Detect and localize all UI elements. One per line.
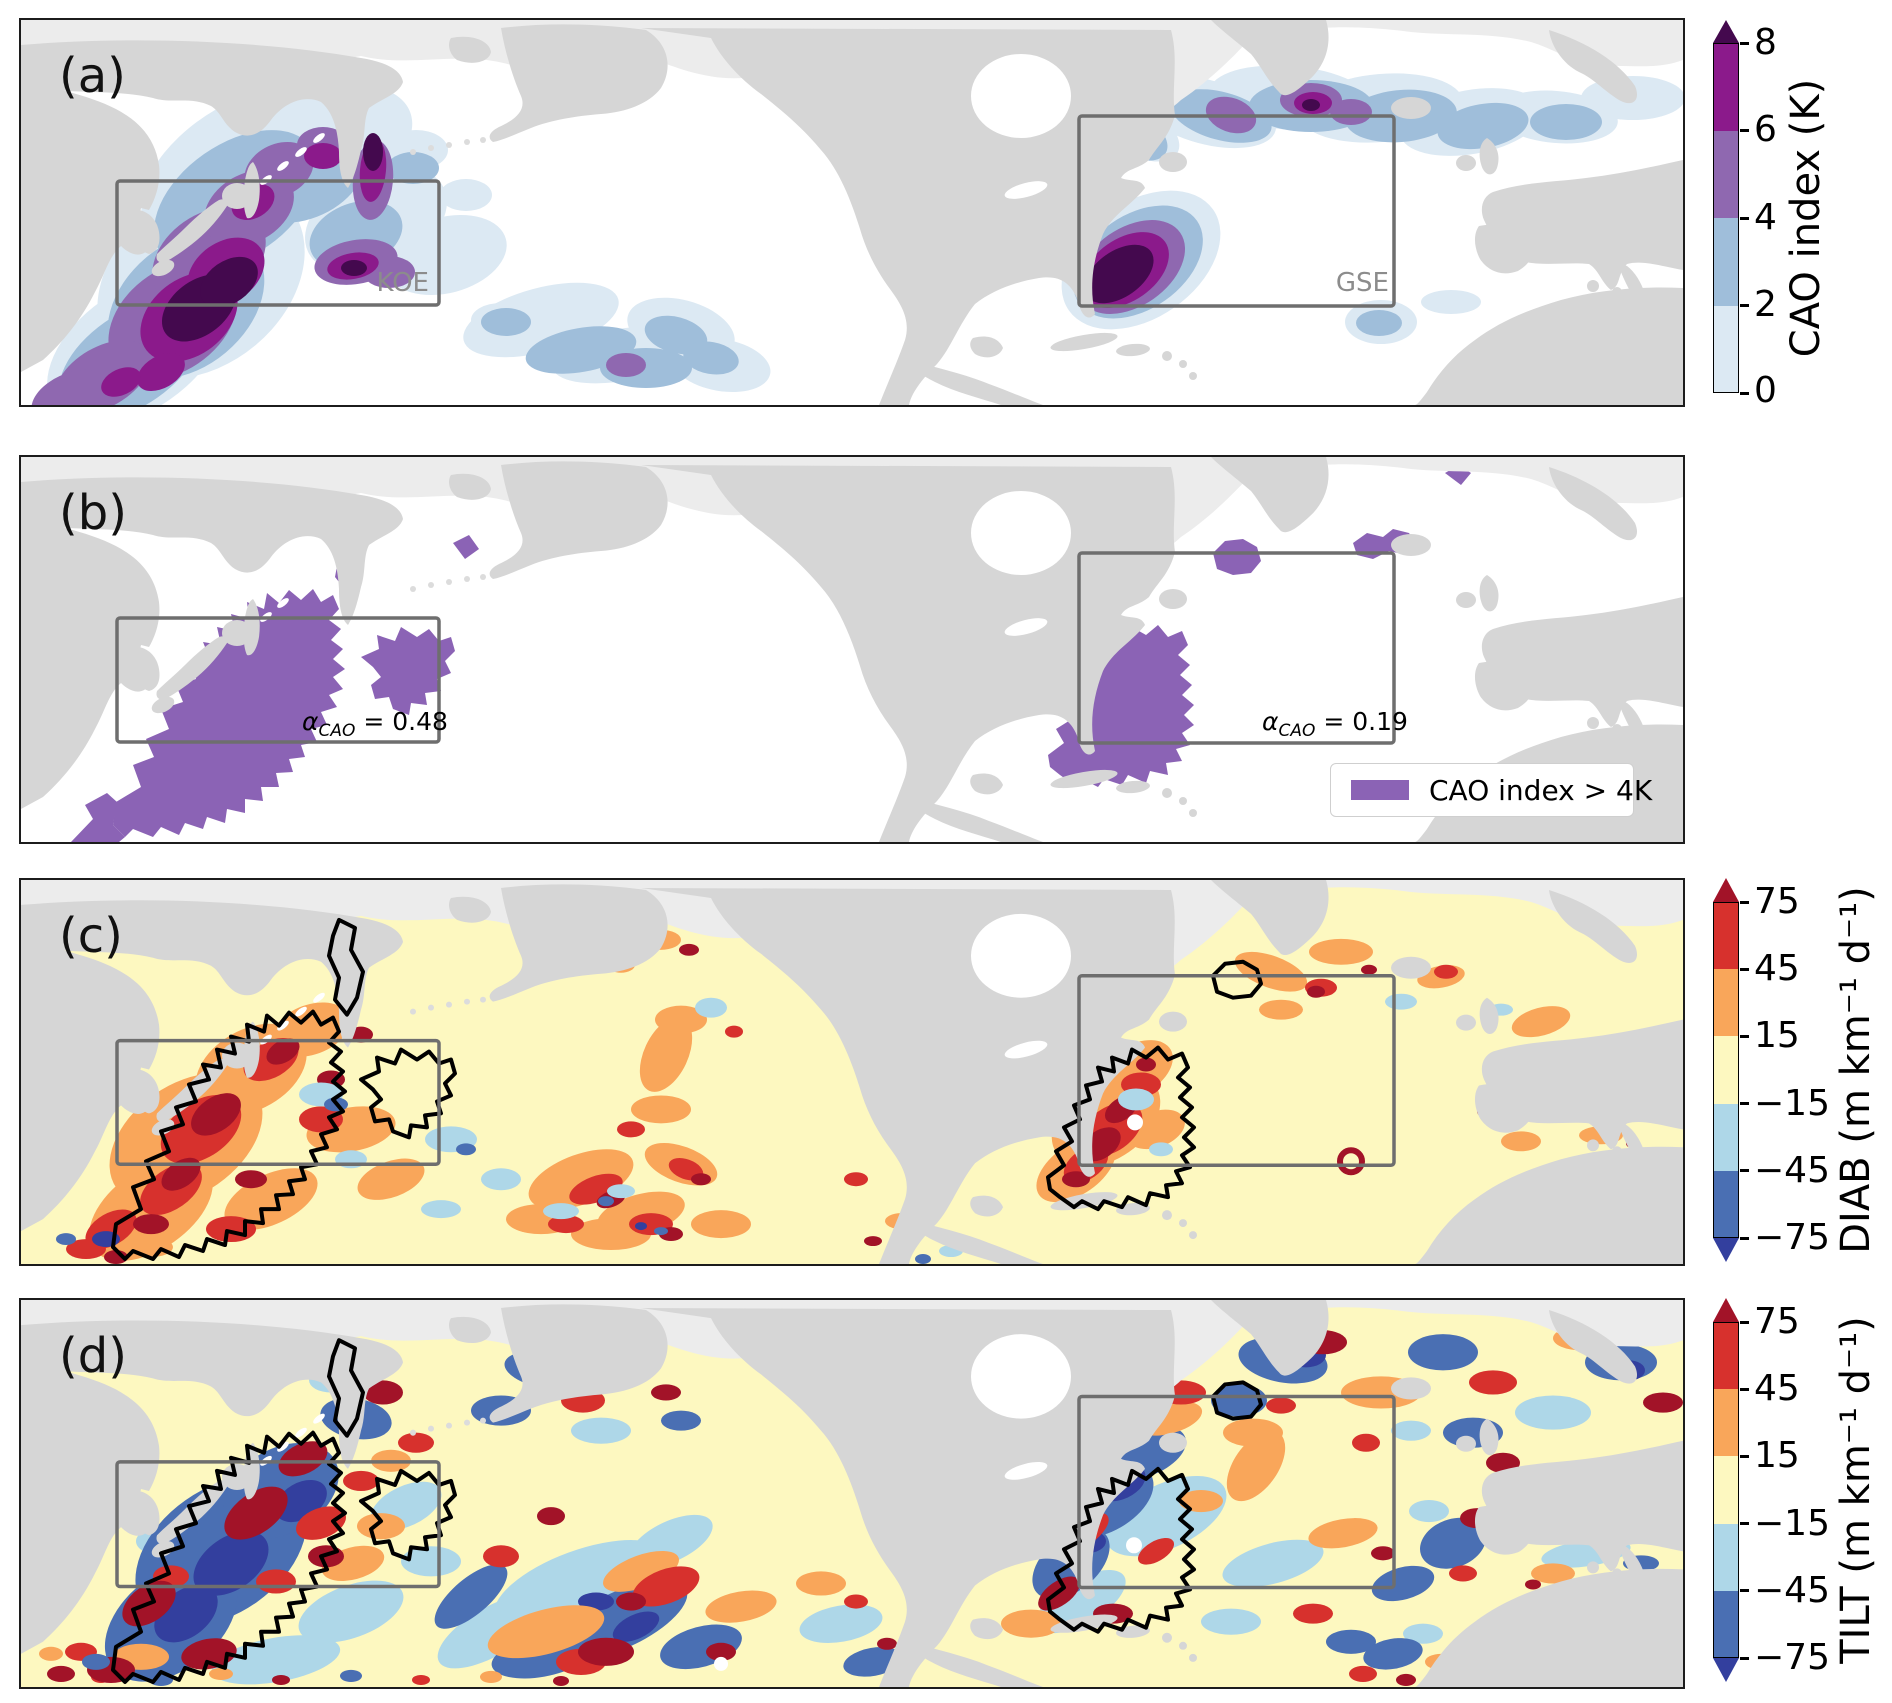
colorbar-cao-title: CAO index (K) [1783,78,1829,358]
panel-label-d: (d) [59,1328,127,1384]
panel-label-a: (a) [59,48,126,104]
tilt-tick-m45: −45 [1754,1570,1830,1611]
panel-b-cao-mask-map: (b) αCAO = 0.48 αCAO = 0.19 CAO index > … [19,455,1685,844]
legend-swatch-purple [1351,780,1409,800]
cao-tick-0: 0 [1754,370,1777,411]
map-a [21,20,1683,405]
legend-label: CAO index > 4K [1429,773,1653,807]
panel-label-b: (b) [59,485,127,541]
diab-tick-15: 15 [1754,1015,1800,1056]
diab-tick-m75: −75 [1754,1217,1830,1258]
tilt-tick-75: 75 [1754,1301,1800,1342]
tilt-tick-m15: −15 [1754,1503,1830,1544]
legend-cao-threshold: CAO index > 4K [1330,763,1652,817]
map-c [21,880,1683,1264]
colorbar-diab-title: DIAB (m km⁻¹ d⁻¹) [1833,886,1879,1254]
colorbar-diab-over-arrow [1713,878,1739,902]
cao-tick-6: 6 [1754,109,1777,150]
colorbar-tilt-title: TILT (m km⁻¹ d⁻¹) [1833,1316,1879,1664]
alpha-value: = 0.48 [355,707,448,736]
koe-box-label: KOE [376,268,429,298]
panel-label-c: (c) [59,908,123,964]
diab-tick-m45: −45 [1754,1150,1830,1191]
diab-tick-45: 45 [1754,948,1800,989]
alpha-symbol: α [1262,707,1279,736]
colorbar-cao-over-arrow [1713,20,1739,43]
panel-a-cao-index-map: (a) KOE GSE [19,18,1685,407]
alpha-cao-koe-annotation: αCAO = 0.48 [302,707,448,741]
diab-tick-75: 75 [1754,881,1800,922]
tilt-tick-15: 15 [1754,1435,1800,1476]
alpha-value: = 0.19 [1315,707,1408,736]
cao-tick-8: 8 [1754,22,1777,63]
cao-tick-4: 4 [1754,197,1777,238]
alpha-symbol: α [302,707,319,736]
tilt-tick-45: 45 [1754,1368,1800,1409]
panel-d-tilt-map: (d) [19,1298,1685,1689]
alpha-subscript: CAO [318,721,356,741]
map-d [21,1300,1683,1687]
colorbar-diab-under-arrow [1713,1238,1739,1262]
cao-tick-2: 2 [1754,284,1777,325]
cao-field-atlantic [1061,65,1683,344]
alpha-subscript: CAO [1278,721,1316,741]
gse-box-label: GSE [1335,268,1389,298]
colorbar-tilt-over-arrow [1713,1298,1739,1322]
colorbar-tilt-under-arrow [1713,1658,1739,1682]
diab-tick-m15: −15 [1754,1083,1830,1124]
tilt-tick-m75: −75 [1754,1637,1830,1678]
panel-c-diab-map: (c) [19,878,1685,1266]
alpha-cao-gse-annotation: αCAO = 0.19 [1262,707,1408,741]
